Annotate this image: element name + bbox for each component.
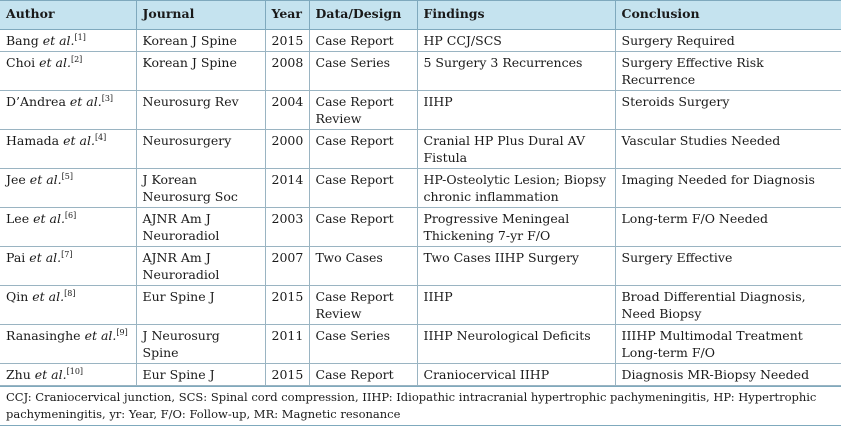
design-cell: Case Report bbox=[309, 168, 418, 208]
year-cell: 2014 bbox=[265, 168, 310, 208]
conclusion-cell: Steroids Surgery bbox=[615, 90, 841, 130]
journal-cell: Korean J Spine bbox=[136, 51, 266, 91]
findings-cell: IIHP bbox=[417, 285, 616, 325]
journal-cell: Eur Spine J bbox=[136, 363, 266, 386]
author-cell: Qin et al.[8] bbox=[0, 285, 137, 325]
journal-cell: J Neurosurg Spine bbox=[136, 324, 266, 364]
design-cell: Case Report Review bbox=[309, 90, 418, 130]
header-design: Data/Design bbox=[309, 0, 418, 30]
journal-cell: AJNR Am J Neuroradiol bbox=[136, 246, 266, 286]
author-cell: Choi et al.[2] bbox=[0, 51, 137, 91]
design-cell: Case Report bbox=[309, 29, 418, 52]
conclusion-cell: Vascular Studies Needed bbox=[615, 129, 841, 169]
conclusion-cell: Diagnosis MR-Biopsy Needed bbox=[615, 363, 841, 386]
author-cell: Bang et al.[1] bbox=[0, 29, 137, 52]
journal-cell: Neurosurgery bbox=[136, 129, 266, 169]
literature-table: Author Journal Year Data/Design Findings… bbox=[0, 0, 841, 386]
findings-cell: Two Cases IIHP Surgery bbox=[417, 246, 616, 286]
findings-cell: Cranial HP Plus Dural AV Fistula bbox=[417, 129, 616, 169]
findings-cell: IIHP Neurological Deficits bbox=[417, 324, 616, 364]
design-cell: Two Cases bbox=[309, 246, 418, 286]
table-row: Ranasinghe et al.[9] J Neurosurg Spine 2… bbox=[0, 324, 841, 364]
author-cell: Lee et al.[6] bbox=[0, 207, 137, 247]
design-cell: Case Series bbox=[309, 51, 418, 91]
author-cell: Jee et al.[5] bbox=[0, 168, 137, 208]
journal-cell: J Korean Neurosurg Soc bbox=[136, 168, 266, 208]
design-cell: Case Series bbox=[309, 324, 418, 364]
conclusion-cell: Broad Differential Diagnosis, Need Biops… bbox=[615, 285, 841, 325]
year-cell: 2008 bbox=[265, 51, 310, 91]
header-year: Year bbox=[265, 0, 310, 30]
findings-cell: Craniocervical IIHP bbox=[417, 363, 616, 386]
year-cell: 2011 bbox=[265, 324, 310, 364]
author-cell: Ranasinghe et al.[9] bbox=[0, 324, 137, 364]
table-row: D’Andrea et al.[3] Neurosurg Rev 2004 Ca… bbox=[0, 90, 841, 130]
year-cell: 2007 bbox=[265, 246, 310, 286]
findings-cell: Progressive Meningeal Thickening 7-yr F/… bbox=[417, 207, 616, 247]
author-cell: Zhu et al.[10] bbox=[0, 363, 137, 386]
design-cell: Case Report bbox=[309, 207, 418, 247]
year-cell: 2004 bbox=[265, 90, 310, 130]
findings-cell: HP CCJ/SCS bbox=[417, 29, 616, 52]
table-row: Bang et al.[1] Korean J Spine 2015 Case … bbox=[0, 29, 841, 52]
header-row: Author Journal Year Data/Design Findings… bbox=[0, 0, 841, 30]
conclusion-cell: Long-term F/O Needed bbox=[615, 207, 841, 247]
author-cell: D’Andrea et al.[3] bbox=[0, 90, 137, 130]
header-findings: Findings bbox=[417, 0, 616, 30]
author-cell: Hamada et al.[4] bbox=[0, 129, 137, 169]
year-cell: 2003 bbox=[265, 207, 310, 247]
year-cell: 2000 bbox=[265, 129, 310, 169]
conclusion-cell: IIIHP Multimodal Treatment Long-term F/O bbox=[615, 324, 841, 364]
design-cell: Case Report bbox=[309, 129, 418, 169]
year-cell: 2015 bbox=[265, 285, 310, 325]
table-row: Zhu et al.[10] Eur Spine J 2015 Case Rep… bbox=[0, 363, 841, 386]
journal-cell: Eur Spine J bbox=[136, 285, 266, 325]
findings-cell: HP-Osteolytic Lesion; Biopsy chronic inf… bbox=[417, 168, 616, 208]
design-cell: Case Report Review bbox=[309, 285, 418, 325]
table-row: Pai et al.[7] AJNR Am J Neuroradiol 2007… bbox=[0, 246, 841, 286]
conclusion-cell: Surgery Required bbox=[615, 29, 841, 52]
author-cell: Pai et al.[7] bbox=[0, 246, 137, 286]
year-cell: 2015 bbox=[265, 363, 310, 386]
conclusion-cell: Surgery Effective Risk Recurrence bbox=[615, 51, 841, 91]
findings-cell: 5 Surgery 3 Recurrences bbox=[417, 51, 616, 91]
journal-cell: Neurosurg Rev bbox=[136, 90, 266, 130]
header-journal: Journal bbox=[136, 0, 266, 30]
conclusion-cell: Imaging Needed for Diagnosis bbox=[615, 168, 841, 208]
design-cell: Case Report bbox=[309, 363, 418, 386]
table-row: Lee et al.[6] AJNR Am J Neuroradiol 2003… bbox=[0, 207, 841, 247]
table-footnote: CCJ: Craniocervical junction, SCS: Spina… bbox=[0, 386, 841, 426]
findings-cell: IIHP bbox=[417, 90, 616, 130]
journal-cell: Korean J Spine bbox=[136, 29, 266, 52]
table-row: Choi et al.[2] Korean J Spine 2008 Case … bbox=[0, 51, 841, 91]
table-row: Jee et al.[5] J Korean Neurosurg Soc 201… bbox=[0, 168, 841, 208]
header-author: Author bbox=[0, 0, 137, 30]
header-conclusion: Conclusion bbox=[615, 0, 841, 30]
year-cell: 2015 bbox=[265, 29, 310, 52]
conclusion-cell: Surgery Effective bbox=[615, 246, 841, 286]
table-row: Qin et al.[8] Eur Spine J 2015 Case Repo… bbox=[0, 285, 841, 325]
journal-cell: AJNR Am J Neuroradiol bbox=[136, 207, 266, 247]
table-row: Hamada et al.[4] Neurosurgery 2000 Case … bbox=[0, 129, 841, 169]
